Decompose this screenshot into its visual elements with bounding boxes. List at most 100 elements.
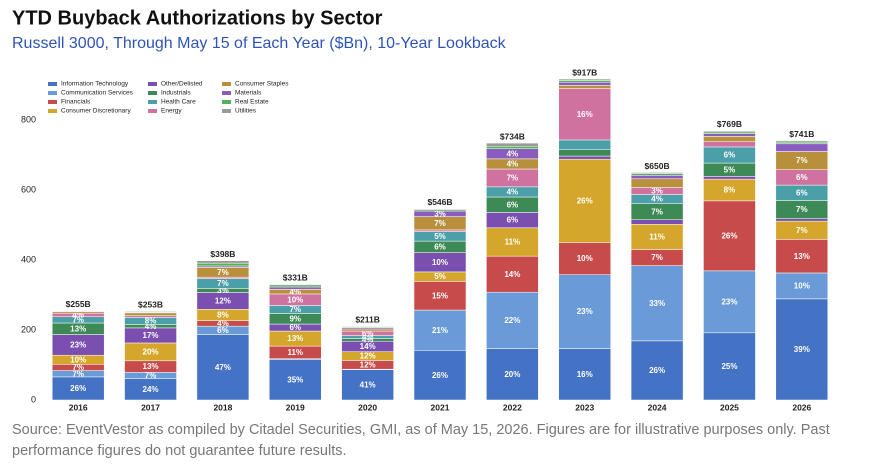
segment-label: 33% [649, 299, 665, 308]
segment-label: 6% [796, 173, 808, 182]
bar-segment [558, 242, 611, 275]
bar-segment [775, 298, 829, 401]
x-tick-label: 2022 [503, 402, 522, 412]
legend-swatch [48, 91, 57, 95]
bar-segment [558, 155, 611, 160]
bar-segment [775, 239, 829, 274]
bar-segment [630, 340, 684, 401]
total-label: $650B [645, 161, 670, 171]
bar-segment [703, 131, 756, 134]
legend-label: Communication Services [61, 90, 134, 97]
legend-swatch [148, 91, 157, 95]
total-label: $255B [66, 299, 91, 309]
segment-label: 13% [70, 324, 86, 333]
x-tick-label: 2026 [792, 402, 811, 412]
x-tick-label: 2021 [431, 402, 450, 412]
segment-label: 7% [72, 369, 84, 378]
bar-segment [486, 227, 539, 257]
segment-label: 13% [287, 334, 303, 343]
bar-segment [196, 262, 250, 267]
total-label: $331B [283, 272, 308, 282]
legend-label: Consumer Discretionary [61, 108, 131, 115]
bar-segment [703, 176, 756, 180]
segment-label: 12% [215, 297, 231, 306]
bar-segment [630, 173, 684, 176]
segment-label: 7% [289, 305, 301, 314]
segment-label: 7% [796, 226, 808, 235]
bar-segment [558, 274, 611, 349]
bar-segment [341, 328, 394, 332]
segment-label: 4% [362, 335, 374, 344]
segment-label: 6% [507, 200, 519, 209]
x-tick-label: 2025 [720, 402, 739, 412]
segment-label: 9% [289, 314, 301, 323]
segment-label: 5% [434, 272, 446, 281]
legend-swatch [222, 82, 231, 86]
total-label: $546B [427, 197, 452, 207]
segment-label: 6% [507, 216, 519, 225]
legend-swatch [148, 82, 157, 86]
bar-segment [124, 315, 177, 318]
legend-swatch [48, 100, 57, 104]
bar-segment [413, 229, 467, 232]
segment-label: 4% [507, 188, 519, 197]
segment-label: 16% [577, 110, 593, 119]
legend-label: Consumer Staples [235, 81, 289, 88]
segment-label: 16% [577, 370, 593, 379]
legend-label: Information Technology [61, 81, 129, 88]
y-tick-label: 800 [21, 114, 36, 124]
legend-label: Industrials [161, 90, 191, 97]
segment-label: 25% [721, 362, 737, 371]
bar-segment [775, 141, 829, 145]
segment-label: 4% [72, 311, 84, 320]
bar-segment [486, 255, 539, 293]
segment-label: 6% [724, 151, 736, 160]
bar-segment [558, 158, 611, 243]
total-label: $398B [210, 249, 235, 259]
segment-label: 26% [721, 231, 737, 240]
segment-label: 7% [796, 156, 808, 165]
bar-segment [124, 311, 177, 313]
segment-label: 24% [143, 385, 159, 394]
segment-label: 3% [217, 286, 229, 295]
total-label: $734B [500, 131, 525, 141]
bar-segment [124, 312, 177, 316]
bar-segment [703, 136, 756, 142]
legend-swatch [148, 109, 157, 113]
segment-label: 6% [289, 323, 301, 332]
legend-swatch [148, 100, 157, 104]
total-label: $917B [572, 67, 597, 77]
segment-label: 14% [504, 270, 520, 279]
bar-segment [486, 142, 539, 147]
bar-segment [196, 334, 250, 401]
x-tick-label: 2018 [213, 402, 232, 412]
x-tick-label: 2020 [358, 402, 377, 412]
segment-label: 4% [507, 160, 519, 169]
x-tick-label: 2017 [141, 402, 160, 412]
segment-label: 7% [651, 207, 663, 216]
segment-label: 11% [505, 238, 521, 247]
legend-label: Real Estate [235, 99, 269, 106]
bar-segment [558, 80, 611, 83]
segment-label: 6% [217, 326, 229, 335]
bar-segment [269, 286, 322, 290]
segment-label: 10% [577, 254, 593, 263]
bar-segment [630, 172, 684, 174]
legend-label: Other/Delisted [161, 81, 203, 88]
legend-swatch [222, 100, 231, 104]
segment-label: 17% [143, 331, 159, 340]
legend-swatch [222, 91, 231, 95]
segment-label: 8% [217, 311, 229, 320]
bar-segment [558, 85, 611, 89]
segment-label: 23% [70, 340, 86, 349]
bar-segment [341, 369, 394, 401]
chart-subtitle: Russell 3000, Through May 15 of Each Yea… [12, 35, 507, 52]
legend-swatch [222, 109, 231, 113]
segment-label: 20% [504, 370, 520, 379]
bar-segment [630, 175, 684, 180]
segment-label: 7% [217, 279, 229, 288]
segment-label: 11% [287, 348, 303, 357]
y-tick-label: 200 [21, 324, 36, 334]
segment-label: 4% [507, 149, 519, 158]
segment-label: 13% [143, 362, 159, 371]
